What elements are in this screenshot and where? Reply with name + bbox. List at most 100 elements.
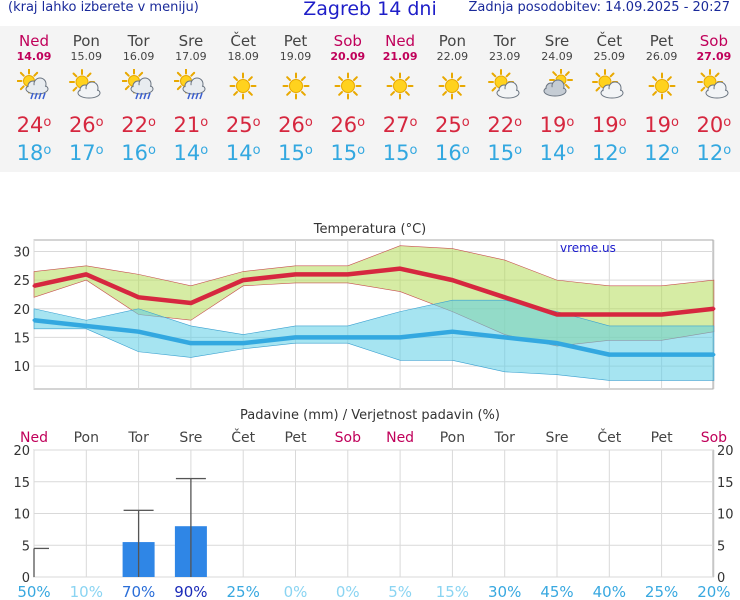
precip-day-label: Sob: [335, 430, 361, 446]
precip-y-tick-left: 15: [13, 476, 30, 491]
min-temp-point: [241, 341, 245, 345]
day-name: Tor: [493, 32, 516, 50]
day-name: Pon: [438, 32, 466, 50]
day-column: Tor 23.09 22o 15o: [479, 26, 531, 167]
day-column: Ned 21.09 27o 15o: [374, 26, 426, 167]
min-temp-value: 14: [539, 141, 567, 165]
precip-y-tick-right: 20: [717, 444, 734, 459]
precip-y-tick-right: 10: [717, 508, 734, 523]
degree-sign: o: [200, 115, 209, 130]
degree-sign: o: [566, 115, 575, 130]
sun-cloud-icon: [592, 69, 624, 99]
min-temp: 17o: [60, 139, 112, 167]
day-name: Sre: [178, 32, 204, 50]
min-temp-point: [450, 330, 454, 334]
day-date: 17.09: [175, 50, 207, 63]
precip-probability-label: 30%: [488, 583, 521, 600]
min-temp-point: [555, 341, 559, 345]
cloud-sun-icon: [543, 69, 573, 97]
min-temp: 15o: [479, 139, 531, 167]
sun-icon: [334, 72, 362, 100]
page-title: Zagreb 14 dni: [303, 0, 437, 20]
max-temp-value: 22: [121, 113, 148, 137]
min-temp: 18o: [8, 139, 60, 167]
max-temp: 22o: [113, 111, 165, 139]
precip-probability-label: 90%: [174, 583, 207, 600]
min-temp: 12o: [688, 139, 740, 167]
degree-sign: o: [43, 143, 52, 158]
min-temp-point: [32, 318, 36, 322]
min-temp-value: 15: [330, 141, 358, 165]
max-temp-point: [241, 278, 245, 282]
precip-probability-label: 10%: [70, 583, 103, 600]
degree-sign: o: [461, 115, 470, 130]
min-temp: 14o: [217, 139, 269, 167]
day-column: Sob 20.09 26o 15o: [322, 26, 374, 167]
degree-sign: o: [566, 143, 575, 158]
sun-cloud-icon: [69, 69, 101, 99]
temp-y-tick: 15: [13, 331, 30, 346]
max-temp-point: [84, 272, 88, 276]
max-temp-value: 25: [225, 113, 253, 137]
precip-y-tick-left: 5: [22, 539, 30, 554]
day-name: Sre: [544, 32, 570, 50]
min-temp-point: [607, 353, 611, 357]
temp-y-tick: 25: [13, 274, 30, 289]
min-temp: 12o: [636, 139, 688, 167]
temp-y-tick: 10: [13, 360, 30, 375]
min-temp: 15o: [374, 139, 426, 167]
day-column: Čet 18.09 25o 14o: [217, 26, 269, 167]
day-column: Pon 22.09 25o 16o: [426, 26, 478, 167]
degree-sign: o: [670, 115, 679, 130]
max-temp-point: [294, 272, 297, 276]
day-column: Čet 25.09 19o 12o: [583, 26, 635, 167]
day-date: 27.09: [696, 50, 732, 63]
precip-y-tick-left: 0: [22, 571, 30, 586]
min-temp-point: [294, 335, 297, 339]
min-temp-value: 17: [68, 141, 96, 165]
degree-sign: o: [147, 143, 156, 158]
precip-probability-label: 70%: [122, 583, 155, 600]
min-temp-point: [503, 335, 507, 339]
precip-chart-title: Padavine (mm) / Verjetnost padavin (%): [240, 408, 500, 423]
degree-sign: o: [95, 143, 104, 158]
degree-sign: o: [200, 143, 209, 158]
temp-chart-title: Temperatura (°C): [313, 222, 426, 237]
day-column: Sre 17.09 21o 14o: [165, 26, 217, 167]
max-temp-point: [189, 301, 193, 305]
max-temp-value: 25: [435, 113, 462, 137]
day-name: Ned: [19, 32, 49, 50]
degree-sign: o: [357, 115, 366, 130]
max-temp-point: [503, 295, 507, 299]
sun-icon: [386, 72, 414, 100]
day-column: Sre 24.09 19o 14o: [531, 26, 583, 167]
precip-y-tick-left: 20: [13, 444, 30, 459]
min-temp-range-band: [33, 299, 715, 381]
precip-day-label: Čet: [597, 428, 621, 446]
precip-probability-label: 0%: [284, 583, 308, 600]
max-temp-value: 20: [696, 113, 724, 137]
min-temp-value: 15: [487, 141, 515, 165]
degree-sign: o: [723, 115, 732, 130]
degree-sign: o: [357, 143, 366, 158]
temp-y-tick: 20: [13, 303, 30, 318]
day-date: 21.09: [382, 50, 418, 63]
sun-cloud-icon: [696, 69, 729, 99]
max-temp-point: [555, 313, 559, 316]
min-temp-point: [84, 324, 88, 328]
max-temp-value: 26: [330, 113, 358, 137]
precip-probability-label: 20%: [697, 583, 730, 600]
precip-probability-label: 0%: [336, 583, 360, 600]
precip-day-label: Ned: [386, 430, 414, 446]
min-temp-value: 15: [382, 141, 410, 165]
degree-sign: o: [409, 115, 418, 130]
top-bar: (kraj lahko izberete v meniju) Zagreb 14…: [0, 0, 740, 22]
day-name: Sob: [699, 32, 728, 50]
sun-cloud-rain-icon: [17, 69, 49, 100]
day-date: 22.09: [436, 50, 469, 63]
degree-sign: o: [43, 115, 52, 130]
day-date: 19.09: [279, 50, 312, 63]
max-temp: 19o: [531, 111, 583, 139]
precip-probability-label: 15%: [436, 583, 469, 600]
max-temp: 19o: [583, 111, 635, 139]
